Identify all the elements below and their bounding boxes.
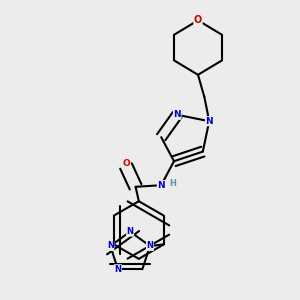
Text: N: N bbox=[114, 265, 122, 274]
Text: N: N bbox=[107, 242, 114, 250]
Text: O: O bbox=[194, 15, 202, 26]
Text: N: N bbox=[127, 227, 134, 236]
Text: O: O bbox=[122, 159, 130, 168]
Text: N: N bbox=[173, 110, 181, 119]
Text: N: N bbox=[206, 117, 213, 126]
Text: N: N bbox=[158, 181, 165, 190]
Text: H: H bbox=[169, 179, 176, 188]
Text: N: N bbox=[146, 242, 153, 250]
